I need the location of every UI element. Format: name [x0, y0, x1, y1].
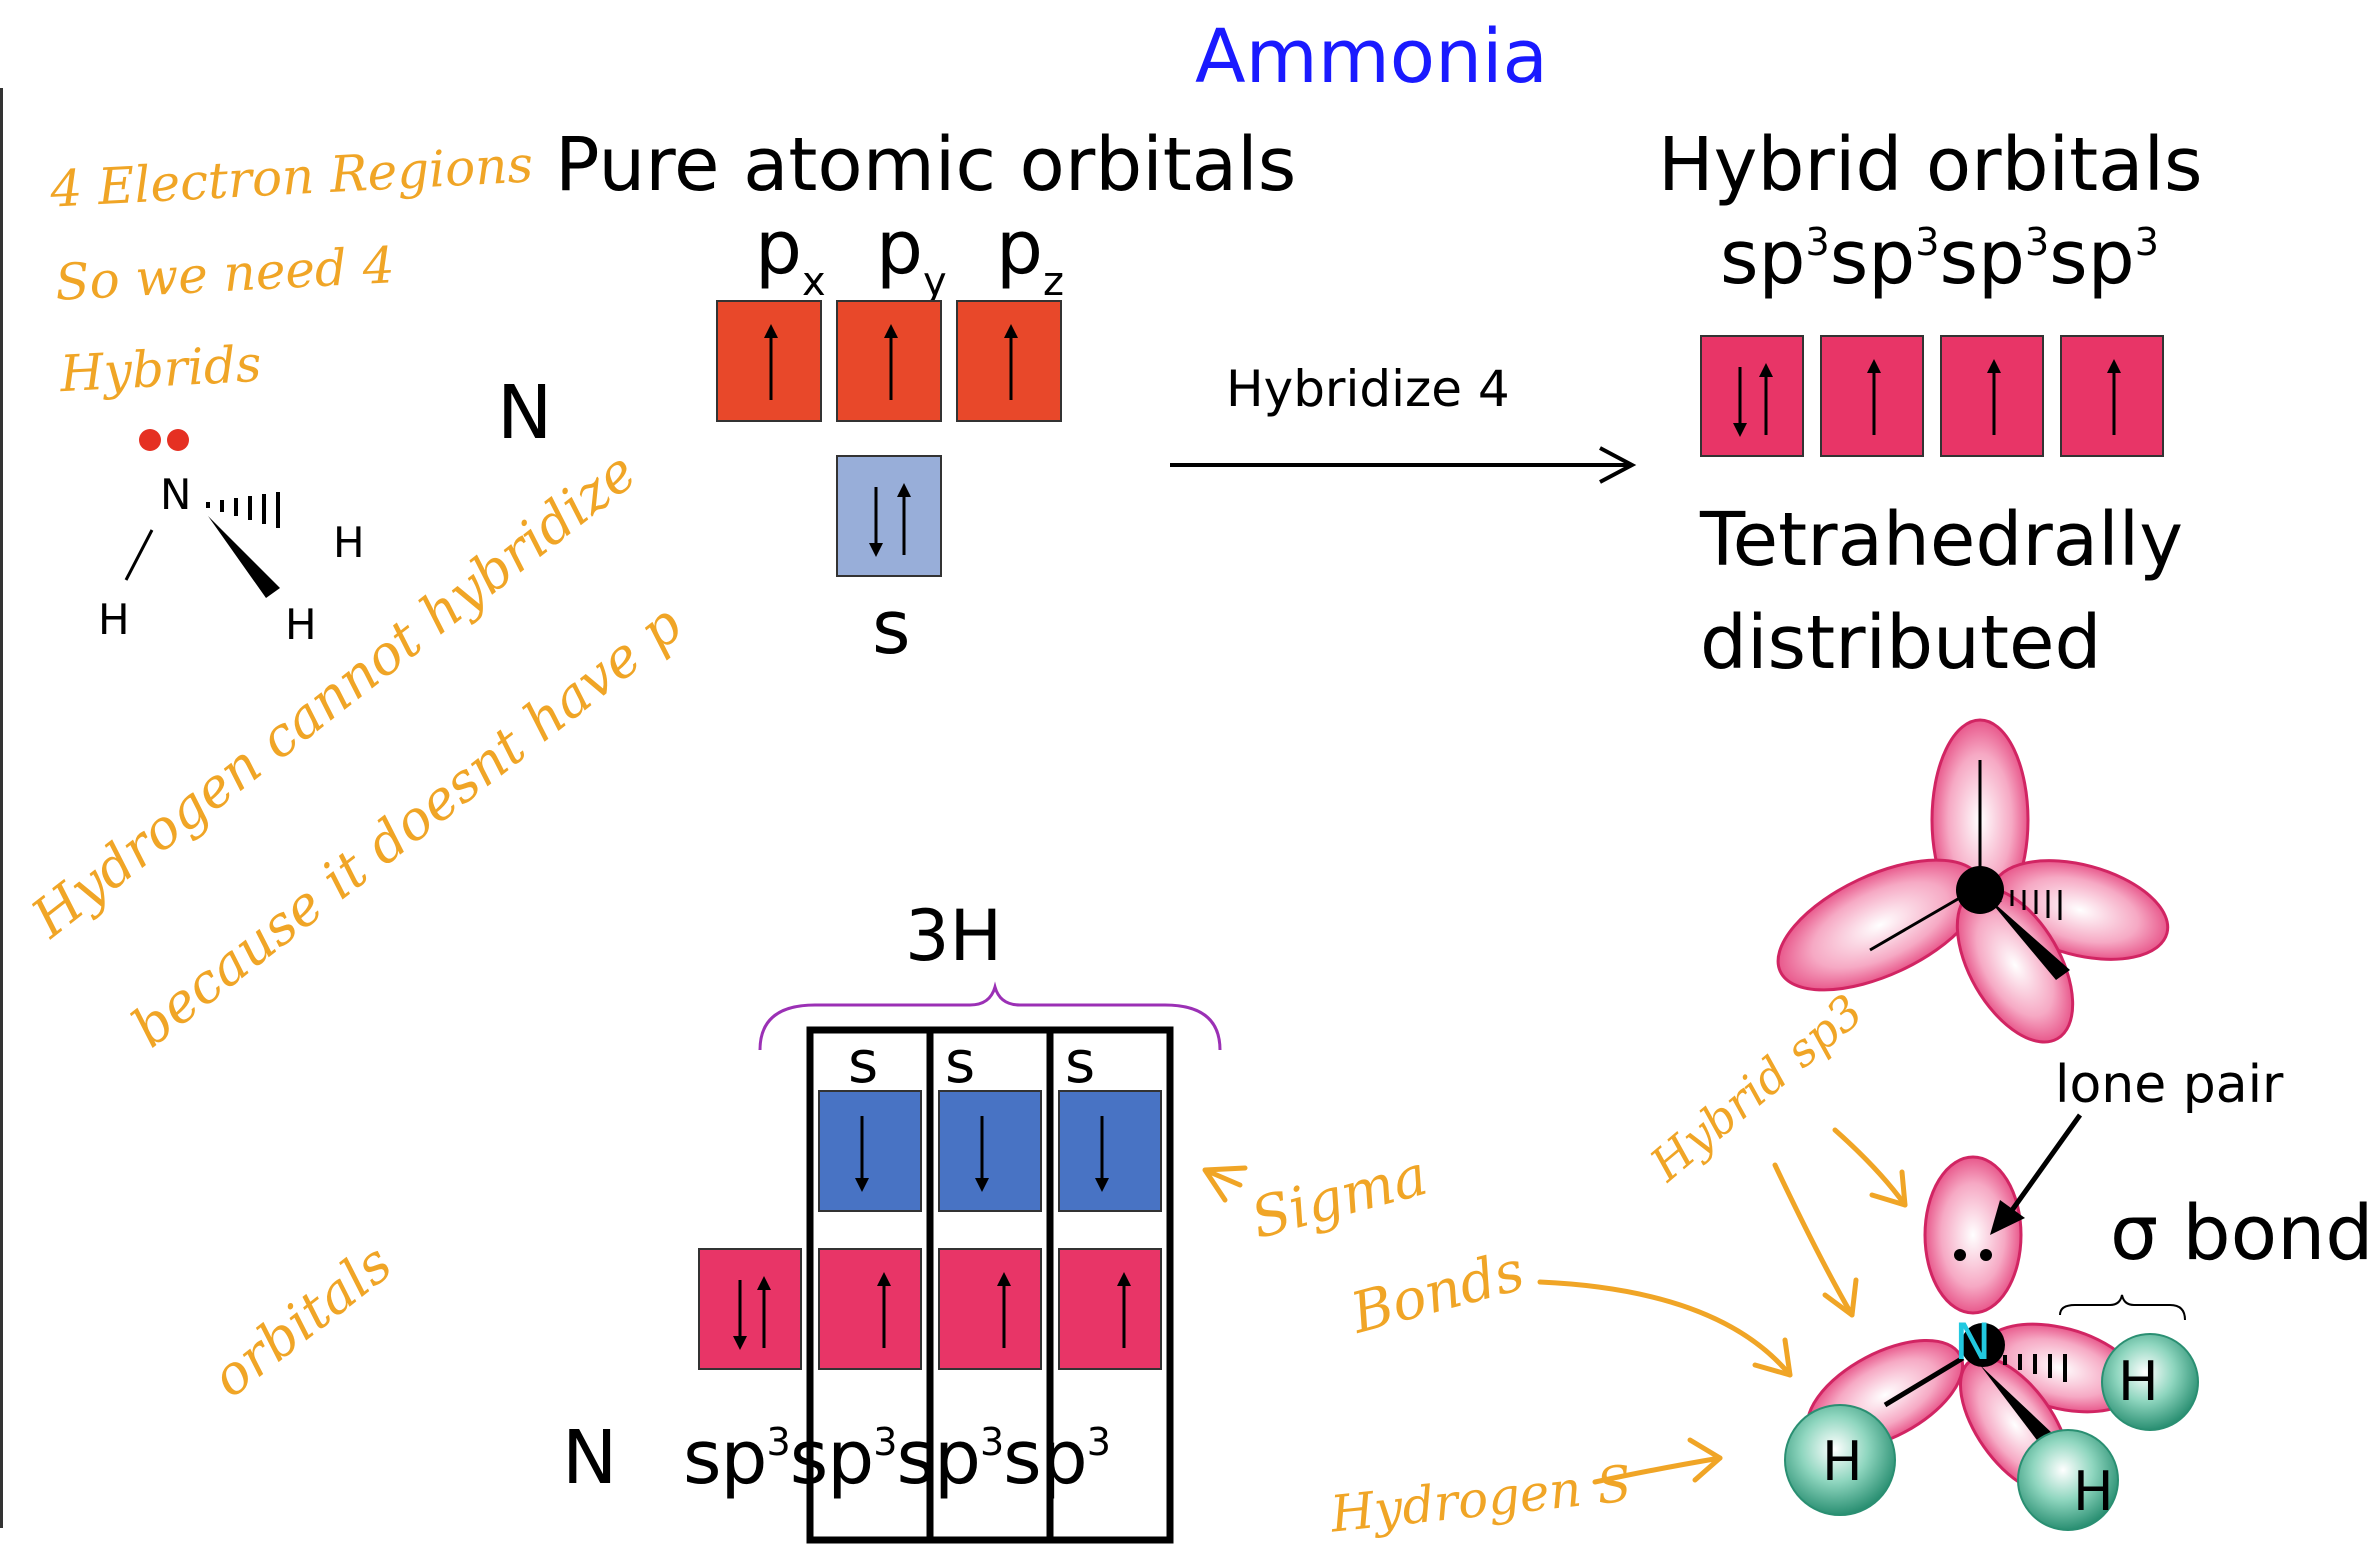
- sigma-brace-icon: [2059, 1294, 2186, 1321]
- lone-pair-dot: [167, 429, 189, 451]
- tetrahedral-orbital-model: [1776, 718, 2170, 1044]
- h-s-orbital-box-1: [818, 1090, 922, 1212]
- structure-h-label: H: [285, 600, 317, 649]
- nucleus-dot: [1956, 866, 2004, 914]
- up-arrow-icon: [1117, 1272, 1131, 1348]
- s-label: s: [872, 585, 911, 671]
- structure-h-label: H: [333, 518, 365, 567]
- hybrid-orbital-box-4: [2060, 335, 2164, 457]
- sp3-label: sp3: [1003, 1415, 1111, 1501]
- sp3-label: sp3: [2049, 215, 2159, 301]
- sp3-labels-row: sp3sp3sp3sp3: [1720, 215, 2159, 301]
- h-s-label-1: s: [848, 1028, 879, 1096]
- lone-pair-label: lone pair: [2055, 1055, 2284, 1115]
- py-orbital-box: [836, 300, 942, 422]
- n-hybrid-box-3: [938, 1248, 1042, 1370]
- hydrogen-sphere: [2017, 1429, 2119, 1531]
- hybrid-orbital-box-3: [1940, 335, 2044, 457]
- up-arrow-icon: [1867, 359, 1881, 435]
- up-arrow-icon: [1987, 359, 2001, 435]
- pure-orbitals-heading: Pure atomic orbitals: [555, 122, 1297, 208]
- lone-pair-dot: [1980, 1249, 1992, 1261]
- model-h-label: H: [2073, 1460, 2114, 1523]
- hydrogen-sphere: [1784, 1404, 1896, 1516]
- ammonia-bond-model: [1784, 1155, 2199, 1531]
- hybridize-arrow-icon: [1170, 446, 1637, 484]
- column-frame: [806, 1026, 1174, 1544]
- h-s-orbital-box-2: [938, 1090, 1042, 1212]
- h-s-label-3: s: [1065, 1028, 1096, 1096]
- model-n-label: N: [1954, 1313, 1992, 1371]
- paired-arrows-icon: [1733, 363, 1773, 437]
- s-orbital-box: [836, 455, 942, 577]
- sp3-label: sp3: [683, 1415, 791, 1501]
- hybridize-label: Hybridize 4: [1226, 360, 1510, 418]
- px-label: px: [755, 205, 826, 305]
- curly-brace-icon: [758, 981, 1222, 1051]
- hybrid-arrow-icon: [1832, 1127, 1908, 1208]
- sp3-label: sp3: [896, 1415, 1004, 1501]
- hybrid-orbitals-heading: Hybrid orbitals: [1658, 122, 2203, 208]
- paired-arrows-icon: [733, 1276, 771, 1350]
- bottom-n-label: N: [562, 1415, 618, 1501]
- hybrid-arrow-icon: [1772, 1162, 1855, 1318]
- hydrogen-arrow-icon: [1537, 1279, 1793, 1378]
- left-border-line: [0, 88, 3, 1528]
- down-arrow-icon: [855, 1116, 869, 1192]
- up-arrow-icon: [884, 324, 898, 400]
- bottom-sp3-row: sp3sp3sp3sp3: [683, 1415, 1111, 1501]
- paired-arrows-icon: [869, 483, 911, 557]
- h-s-label-2: s: [945, 1028, 976, 1096]
- nitrogen-label: N: [497, 370, 553, 456]
- nitrogen-core: [1961, 1323, 2005, 1367]
- ammonia-structure-drawing: [124, 429, 280, 598]
- lone-pair-dot: [139, 429, 161, 451]
- up-arrow-icon: [764, 324, 778, 400]
- up-arrow-icon: [997, 1272, 1011, 1348]
- n-hybrid-box-4: [1058, 1248, 1162, 1370]
- hydrogen-s-arrow-icon: [1592, 1455, 1723, 1485]
- sigma-bond-label: σ bond: [2110, 1188, 2372, 1277]
- lone-pair-dot: [1954, 1249, 1966, 1261]
- brace-3h-label: 3H: [905, 895, 1003, 977]
- structure-n-label: N: [160, 470, 192, 519]
- sp3-label: sp3: [1720, 215, 1830, 301]
- geometry-line-1: Tetrahedrally: [1700, 497, 2184, 583]
- down-arrow-icon: [1095, 1116, 1109, 1192]
- up-arrow-icon: [1004, 324, 1018, 400]
- py-label: py: [876, 205, 947, 305]
- page-title: Ammonia: [1195, 14, 1548, 100]
- hybrid-orbital-box-1: [1700, 335, 1804, 457]
- sp3-label: sp3: [1939, 215, 2050, 301]
- n-hybrid-box-1: [698, 1248, 802, 1370]
- h-s-orbital-box-3: [1058, 1090, 1162, 1212]
- down-arrow-icon: [975, 1116, 989, 1192]
- model-h-label: H: [1822, 1430, 1863, 1493]
- hydrogen-sphere: [2101, 1333, 2199, 1431]
- sp3-label: sp3: [789, 1415, 898, 1501]
- px-orbital-box: [716, 300, 822, 422]
- pz-label: pz: [996, 205, 1064, 305]
- model-h-label: H: [2118, 1350, 2159, 1413]
- n-hybrid-box-2: [818, 1248, 922, 1370]
- geometry-line-2: distributed: [1700, 600, 2102, 686]
- lone-pair-lobe: [1923, 1155, 2023, 1315]
- sp3-label: sp3: [1829, 215, 1940, 301]
- hybrid-orbital-box-2: [1820, 335, 1924, 457]
- sigma-arrow-icon: [1202, 1165, 1248, 1203]
- structure-h-label: H: [98, 595, 130, 644]
- pz-orbital-box: [956, 300, 1062, 422]
- up-arrow-icon: [877, 1272, 891, 1348]
- up-arrow-icon: [2107, 359, 2121, 435]
- lone-pair-arrow-icon: [1990, 1113, 2083, 1235]
